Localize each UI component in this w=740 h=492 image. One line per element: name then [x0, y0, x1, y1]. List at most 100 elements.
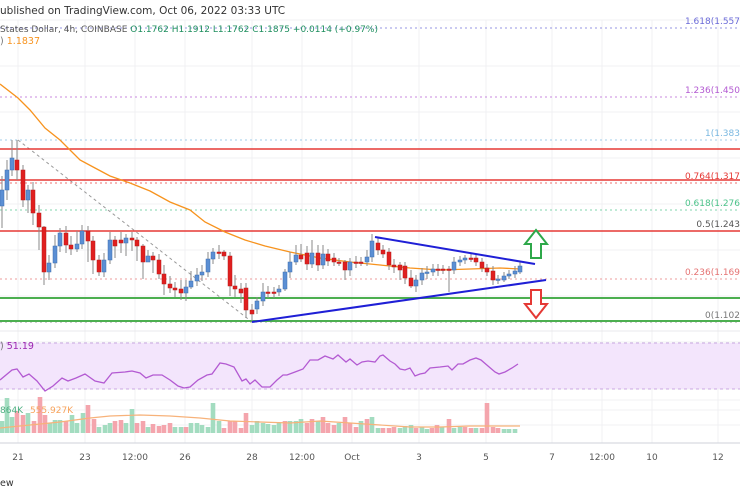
fib-label: 1(1.383: [704, 129, 740, 139]
candle-up: [512, 270, 518, 275]
volume-bar: [424, 429, 430, 433]
volume-bar: [14, 411, 20, 433]
volume-bar: [364, 419, 370, 433]
candle-up: [293, 254, 299, 263]
candle-down: [479, 261, 485, 269]
volume-bar: [249, 425, 255, 433]
triangle-trendline: [251, 279, 547, 323]
time-axis-label: 3: [416, 453, 422, 463]
candle-up: [517, 265, 523, 273]
rsi-legend: ) 51.19: [0, 341, 34, 352]
volume-bar: [227, 421, 233, 433]
candle-up: [194, 274, 200, 282]
candle-down: [446, 268, 452, 271]
candle-up: [282, 271, 288, 290]
volume-bar: [123, 423, 129, 433]
candle-up: [506, 273, 512, 277]
volume-bar: [265, 424, 271, 433]
candle-up: [101, 259, 107, 273]
candle-up: [79, 230, 85, 245]
candle-down: [397, 264, 403, 271]
volume-bar: [232, 421, 238, 433]
volume-bar: [167, 423, 173, 433]
candle-down: [14, 159, 20, 171]
volume-bar: [102, 425, 108, 433]
candle-down: [140, 245, 146, 263]
candle-up: [52, 245, 58, 264]
candle-up: [183, 286, 189, 294]
volume-bar: [243, 413, 249, 433]
candle-up: [276, 288, 282, 293]
time-axis-label: 12: [712, 453, 724, 463]
candle-up: [25, 189, 31, 201]
candle-down: [134, 239, 140, 247]
candle-down: [331, 257, 337, 263]
volume-bar: [484, 403, 490, 433]
time-axis-label: 5: [483, 453, 489, 463]
volume-bar: [205, 427, 211, 433]
volume-bar: [298, 419, 304, 433]
arrow-down-icon: [522, 289, 550, 320]
volume-bar: [80, 413, 86, 433]
candle-up: [107, 239, 113, 261]
change-value: +0.0114 (+0.97%): [292, 25, 378, 35]
candle-up: [419, 272, 425, 281]
candle-up: [254, 300, 260, 310]
candle-down: [325, 253, 331, 262]
candle-up: [413, 279, 419, 287]
candle-up: [320, 253, 326, 266]
volume-bar: [47, 423, 53, 433]
volume-bar: [150, 424, 156, 433]
candle-up: [369, 240, 375, 258]
volume-bar: [31, 421, 37, 433]
volume-bar: [52, 420, 58, 433]
volume-bar: [315, 421, 321, 433]
volume-bar: [358, 421, 364, 433]
candle-up: [287, 261, 293, 273]
volume-bar: [276, 423, 282, 433]
volume-bar: [25, 413, 31, 433]
time-axis-label: 21: [12, 453, 24, 463]
ma-legend-paren: ): [0, 36, 4, 47]
volume-bar: [260, 423, 266, 433]
candle-up: [501, 275, 507, 281]
candle-down: [265, 291, 271, 294]
volume-bar: [172, 427, 178, 433]
volume-bar: [188, 423, 194, 433]
volume-bar: [216, 421, 222, 433]
candle-up: [210, 251, 216, 260]
candle-up: [0, 189, 5, 207]
volume-bar: [490, 427, 496, 433]
candle-down: [380, 249, 386, 255]
volume-bar: [96, 427, 102, 433]
candle-down: [178, 288, 184, 294]
low-value: L1.1762: [212, 25, 250, 35]
candle-down: [232, 285, 238, 290]
volume-bar: [57, 420, 63, 433]
volume-bar: [129, 409, 135, 433]
candle-down: [161, 273, 167, 285]
volume-bar: [512, 429, 518, 433]
volume-bar: [386, 428, 392, 433]
volume-bar: [446, 419, 452, 433]
volume-bar: [20, 415, 26, 433]
volume-bar: [451, 428, 457, 433]
rsi-line: [0, 354, 519, 392]
volume-bar: [74, 423, 80, 433]
volume-bar: [287, 421, 293, 433]
volume-bar: [468, 428, 474, 433]
volume-bar: [413, 428, 419, 433]
candle-down: [375, 242, 381, 251]
volume-bar: [118, 420, 124, 433]
volume-ma-value: 555.927K: [29, 406, 74, 416]
candle-down: [391, 264, 397, 268]
fib-label: 0.618(1.276: [684, 199, 740, 209]
candle-down: [238, 288, 244, 294]
candle-down: [468, 257, 474, 260]
volume-bar: [282, 421, 288, 433]
symbol-label: States Dollar, 4h, COINBASE: [0, 25, 128, 35]
volume-bar: [183, 427, 189, 433]
volume-bar: [309, 419, 315, 433]
candle-down: [172, 287, 178, 291]
